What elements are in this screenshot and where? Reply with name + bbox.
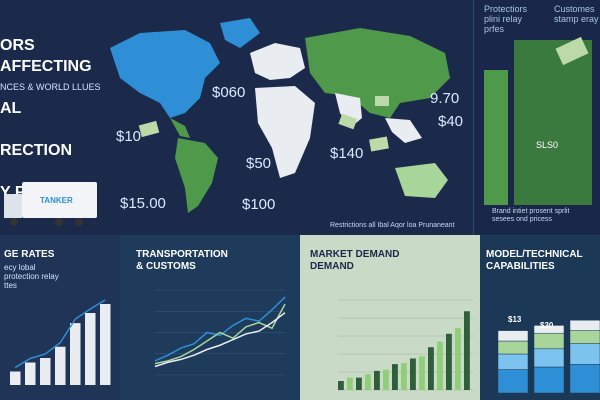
south-america <box>175 138 218 213</box>
market-demand-chart <box>338 299 473 391</box>
trend-line <box>14 299 106 369</box>
money-icon <box>369 136 389 152</box>
panel-title: GE RATES <box>4 249 55 260</box>
bar <box>100 304 111 385</box>
bar <box>419 356 425 390</box>
stack-segment <box>497 353 529 370</box>
transport-chart <box>154 289 286 376</box>
greenland <box>220 18 260 48</box>
bar <box>392 364 398 390</box>
bar <box>365 374 371 390</box>
wheel-icon <box>75 218 83 226</box>
stack-segment <box>533 348 565 368</box>
title-line: AL <box>0 100 22 117</box>
stack-segment <box>533 325 565 334</box>
bar <box>85 313 96 385</box>
stack-segment <box>497 369 529 394</box>
money-icon <box>375 96 389 106</box>
truck-logo: TANKER <box>40 196 73 205</box>
bar <box>446 333 452 390</box>
panel-subtitle: ecy lobal protection relay ttes <box>4 263 59 290</box>
australia <box>395 163 448 198</box>
wheel-icon <box>10 218 18 226</box>
series-line <box>154 312 286 368</box>
stack-segment <box>497 330 529 342</box>
title-line: RECTION <box>0 142 72 159</box>
map-footnote: Restrictions all Ibal Aqor loa Prunanean… <box>330 222 455 229</box>
stack-segment <box>569 364 600 394</box>
right-panel: Protectiors plini relay prfes Customes s… <box>473 0 600 235</box>
bar <box>338 381 344 390</box>
europe <box>250 43 305 80</box>
right-panel-header-right: Customes stamp eray <box>554 4 599 24</box>
bar <box>401 363 407 390</box>
table-value: $30 <box>540 321 554 330</box>
bar <box>347 377 353 390</box>
stack-segment <box>533 366 565 394</box>
bar <box>40 358 51 385</box>
central-america <box>170 118 190 138</box>
title-line: ORS AFFECTING <box>0 37 92 75</box>
truck-cab <box>4 194 22 218</box>
right-bar-label: SLS0 <box>536 140 559 150</box>
stack-segment <box>497 340 529 355</box>
right-bar <box>484 70 508 205</box>
map-price: $100 <box>242 196 276 213</box>
subtitle: NCES & WORLD LLUES <box>0 82 101 92</box>
right-bar <box>514 40 592 205</box>
stack-segment <box>569 330 600 344</box>
bar <box>428 347 434 390</box>
panel-market-demand: MARKET DEMAND DEMAND <box>300 235 480 400</box>
series-line <box>154 296 286 362</box>
bar <box>10 371 21 385</box>
bar <box>70 323 81 385</box>
stack-segment <box>533 332 565 350</box>
north-america <box>110 30 220 118</box>
bar <box>356 377 362 390</box>
truck-trailer <box>22 182 97 218</box>
world-map <box>110 18 450 213</box>
map-price: 9.70 <box>430 90 460 107</box>
panel-exchange-rates: GE RATES ecy lobal protection relay ttes <box>0 235 120 400</box>
stack-segment <box>569 343 600 365</box>
southeast-asia <box>385 118 422 143</box>
bar <box>455 328 461 390</box>
truck-illustration: TANKER <box>0 178 100 228</box>
bar <box>437 341 443 390</box>
bar <box>374 370 380 390</box>
panel-model-capabilities: MODEL/TECHNICAL CAPABILITIES $13 $30 <box>480 235 600 400</box>
right-panel-header-left: Protectiors plini relay prfes <box>484 4 528 34</box>
capabilities-chart <box>497 319 600 394</box>
money-icon <box>338 113 358 130</box>
map-price: $10 <box>116 128 142 145</box>
bar <box>410 358 416 390</box>
money-icon <box>138 120 160 138</box>
series-line <box>154 303 286 365</box>
right-panel-footnote: Brand intiet prosent sprlit sesees ond p… <box>492 208 570 223</box>
bar <box>55 346 66 385</box>
panel-title: MODEL/TECHNICAL CAPABILITIES <box>486 249 583 272</box>
wheel-icon <box>55 218 63 226</box>
bar <box>383 369 389 390</box>
bar <box>464 311 470 390</box>
map-price: $140 <box>330 145 364 162</box>
map-price: $40 <box>438 113 464 130</box>
panel-title: TRANSPORTATION & CUSTOMS <box>136 249 228 272</box>
map-price: $15.00 <box>120 195 166 212</box>
stack-segment <box>569 319 600 331</box>
map-price: $50 <box>246 155 272 172</box>
bar <box>25 362 36 385</box>
panel-transportation: TRANSPORTATION & CUSTOMS <box>120 235 300 400</box>
map-price: $060 <box>212 84 246 101</box>
exchange-rate-chart <box>10 299 111 385</box>
asia <box>305 28 450 118</box>
table-value: $13 <box>508 315 522 324</box>
africa <box>255 86 315 178</box>
panel-title: MARKET DEMAND DEMAND <box>310 249 400 272</box>
